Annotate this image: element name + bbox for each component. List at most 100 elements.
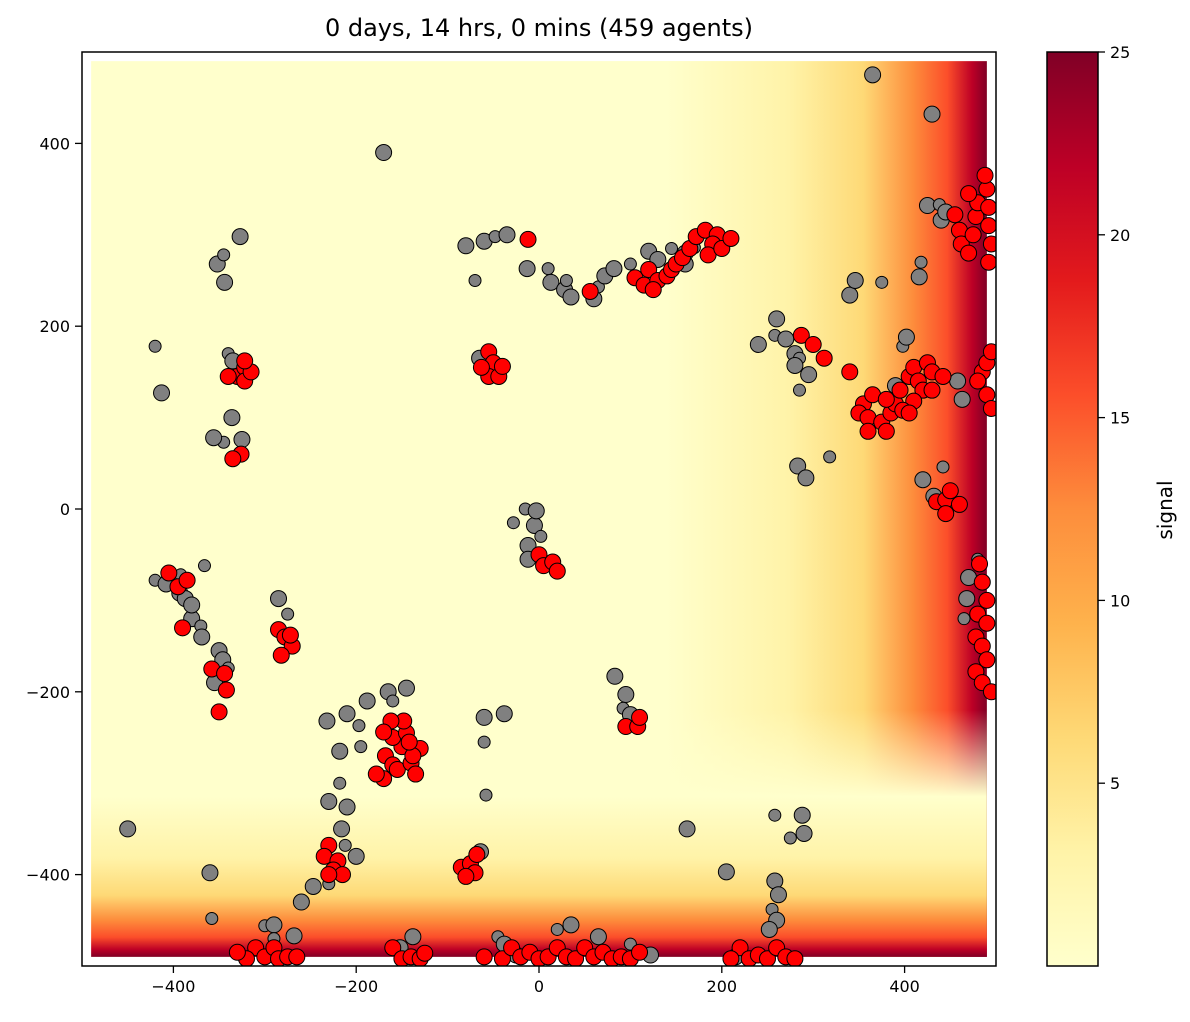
agent-red	[941, 482, 959, 500]
agent-red	[219, 367, 237, 385]
agent-red	[980, 217, 996, 235]
agent-grey	[292, 893, 310, 911]
agent-red	[644, 281, 662, 299]
agent-red	[160, 564, 178, 582]
agent-red	[288, 948, 306, 966]
agent-red	[210, 703, 228, 721]
agent-red	[950, 495, 968, 513]
agent-red	[971, 555, 989, 573]
agent-grey	[783, 831, 797, 845]
x-tick-label: 0	[534, 977, 544, 996]
agent-grey	[768, 310, 786, 328]
agent-red	[877, 422, 895, 440]
agent-grey	[768, 808, 782, 822]
agent-grey	[475, 708, 493, 726]
agent-grey	[623, 257, 637, 271]
agent-grey	[148, 339, 162, 353]
agent-red	[468, 845, 486, 863]
agent-grey	[205, 911, 219, 925]
agent-red	[320, 866, 338, 884]
agent-grey	[457, 237, 475, 255]
agent-red	[631, 708, 649, 726]
agent-grey	[541, 262, 555, 276]
agent-grey	[562, 288, 580, 306]
y-tick-label: 200	[39, 317, 70, 336]
agent-grey	[233, 431, 251, 449]
colorbar-tick-label: 25	[1110, 43, 1130, 62]
agent-grey	[793, 806, 811, 824]
agent-grey	[949, 372, 967, 390]
y-tick-label: 400	[39, 134, 70, 153]
agent-grey	[197, 559, 211, 573]
agent-grey	[265, 916, 283, 934]
x-tick-label: 400	[889, 977, 920, 996]
agent-red	[400, 733, 418, 751]
y-tick-label: −400	[26, 866, 70, 885]
agent-red	[416, 944, 434, 962]
agent-red	[174, 619, 192, 637]
agent-grey	[231, 228, 249, 246]
agent-red	[859, 422, 877, 440]
colorbar-fill	[1046, 51, 1099, 967]
agent-red	[548, 562, 566, 580]
agent-grey	[958, 590, 976, 608]
agent-red	[980, 253, 996, 271]
agent-red	[224, 450, 242, 468]
agent-grey	[358, 692, 376, 710]
agent-red	[567, 950, 585, 966]
agents-layer	[119, 66, 996, 966]
field-bottom-band	[91, 710, 987, 957]
x-tick-label: −400	[151, 977, 195, 996]
agent-red	[731, 939, 749, 957]
agent-red	[937, 505, 955, 523]
agent-red	[804, 335, 822, 353]
agent-red	[631, 943, 649, 961]
agent-grey	[749, 335, 767, 353]
agent-grey	[786, 357, 804, 375]
agent-grey	[792, 383, 806, 397]
agent-red	[493, 950, 511, 966]
agent-red	[722, 950, 740, 966]
agent-red	[388, 760, 406, 778]
agent-grey	[957, 612, 971, 626]
agent-grey	[795, 824, 813, 842]
agent-red	[236, 352, 254, 370]
agent-grey	[397, 679, 415, 697]
agent-grey	[270, 590, 288, 608]
agent-grey	[338, 705, 356, 723]
agent-red	[877, 390, 895, 408]
agent-grey	[617, 686, 635, 704]
agent-red	[946, 206, 964, 224]
agent-grey	[205, 429, 223, 447]
colorbar: 5 10 15 20 25 signal	[1046, 43, 1177, 967]
agent-red	[457, 867, 475, 885]
y-tick-label: 0	[60, 500, 70, 519]
agent-grey	[216, 273, 234, 291]
agent-red	[722, 229, 740, 247]
agent-grey	[404, 928, 422, 946]
agent-grey	[223, 409, 241, 427]
agent-red	[216, 665, 234, 683]
agent-red	[969, 372, 987, 390]
x-axis: −400 −200 0 200 400	[151, 966, 920, 996]
agent-red	[960, 185, 978, 203]
agent-red	[978, 591, 996, 609]
agent-red	[493, 357, 511, 375]
agent-grey	[846, 272, 864, 289]
agent-red	[982, 399, 996, 417]
agent-grey	[183, 596, 201, 614]
agent-grey	[375, 144, 393, 162]
agent-grey	[910, 268, 928, 286]
agent-grey	[498, 226, 516, 244]
agent-red	[978, 651, 996, 669]
colorbar-tick-label: 5	[1110, 774, 1120, 793]
agent-grey	[354, 740, 368, 754]
agent-grey	[534, 529, 548, 543]
agent-grey	[153, 384, 171, 402]
agent-grey	[769, 886, 787, 904]
agent-grey	[495, 705, 513, 723]
agent-grey	[477, 735, 491, 749]
x-tick-label: 200	[707, 977, 738, 996]
